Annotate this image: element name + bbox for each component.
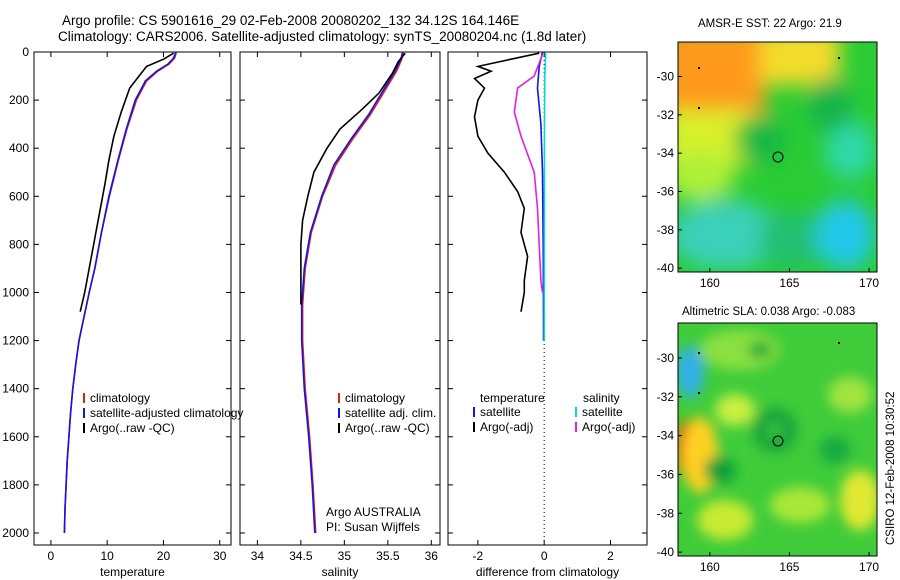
x-axis-label: temperature [100,565,165,579]
difference-panel: -2 0 2 difference from climatology temperatu… [447,51,648,579]
legend-entry-label: Argo(-adj) [480,420,533,434]
temperature-panel: 0 10 20 30 temperature 0 200 400 600 800 1000 1200 1… [2,45,243,579]
sst-coast-dots [698,57,840,109]
y-tick-label: 1600 [2,430,29,444]
y-tick-label: 200 [9,93,29,107]
sla-float-marker [772,435,784,447]
map-y-tick-label: -36 [657,467,675,481]
climatology-line [63,51,178,534]
legend-entry-label: Argo(..raw -QC) [345,421,430,435]
x-tick-label: 0 [541,549,548,563]
x-tick-label: -2 [473,549,484,563]
map-x-tick-label: 160 [700,560,720,574]
argo-raw-qc--line [79,52,175,312]
annotation-line2: PI: Susan Wijffels [326,520,420,534]
map-y-tick-label: -38 [657,506,675,520]
sla-map-title: Altimetric SLA: 0.038 Argo: -0.083 [682,306,856,318]
sst-map-title: AMSR-E SST: 22 Argo: 21.9 [698,18,842,30]
map-x-tick-label: 170 [859,276,879,290]
panel-frame [239,51,441,546]
y-tick-label: 800 [9,237,29,251]
map-y-tick-label: -38 [657,223,675,237]
argo-raw-qc--line [300,52,406,305]
figure-title-line2: Climatology: CARS2006. Satellite-adjuste… [58,29,587,44]
map-y-tick-label: -34 [657,146,675,160]
x-tick-label: 35.5 [376,549,400,563]
salinity-argo-adj--line [513,54,544,293]
map-y-tick-label: -34 [657,429,675,443]
x-tick-label: 35 [338,549,352,563]
salinity-satellite-line [543,51,547,341]
credit-label: CSIRO 12-Feb-2008 10:30:52 [885,392,897,545]
map-y-tick-label: -30 [657,70,675,84]
sla-field [678,323,877,556]
legend-entry-label: Argo(..raw -QC) [90,421,175,435]
legend-entry-label: satellite-adjusted climatology [90,406,243,420]
map-x-tick-label: 160 [700,276,720,290]
legend-entry-label: satellite [582,405,623,419]
map-y-tick-label: -32 [657,390,675,404]
sst-map: 160 165 170 -30 -32 -34 -36 -38 -40 [657,41,880,291]
sla-map-frame [677,322,878,557]
legend-entry-label: satellite adj. clim. [345,406,436,420]
y-tick-label: 2000 [2,526,29,540]
x-tick-label: 34 [251,549,265,563]
x-axis-label: salinity [322,565,359,579]
x-tick-label: 34.5 [289,549,313,563]
x-axis-label: difference from climatology [476,565,619,579]
y-tick-label: 0 [22,45,29,59]
sla-map-axes: 160 165 170 -30 -32 -34 -36 -38 -40 [657,351,880,574]
figure-title-line1: Argo profile: CS 5901616_29 02-Feb-2008 … [62,13,520,28]
map-x-tick-label: 170 [859,560,879,574]
legend-entry-label: climatology [345,391,405,405]
map-y-tick-label: -40 [657,261,675,275]
sst-field [678,42,877,272]
satellite-adj-clim--line [300,51,404,534]
map-x-tick-label: 165 [779,276,799,290]
sst-float-marker [772,151,784,163]
x-tick-label: 10 [100,549,114,563]
y-tick-label: 1200 [2,334,29,348]
map-y-tick-label: -32 [657,108,675,122]
sla-coast-dots [698,342,840,394]
y-tick-label: 600 [9,189,29,203]
legend-salinity-header: salinity [583,391,620,405]
x-tick-label: 20 [157,549,171,563]
annotation-line1: Argo AUSTRALIA [326,505,421,519]
map-y-tick-label: -36 [657,185,675,199]
temperature-satellite-line [536,51,545,341]
x-tick-label: 30 [213,549,227,563]
y-tick-label: 1400 [2,382,29,396]
sst-map-axes: 160 165 170 -30 -32 -34 -36 -38 -40 [657,70,880,291]
panel-frame [447,51,648,546]
y-tick-label: 1000 [2,285,29,299]
legend-entry-label: climatology [90,391,150,405]
map-x-tick-label: 165 [779,560,799,574]
y-tick-label: 1800 [2,478,29,492]
x-tick-label: 0 [48,549,55,563]
map-y-tick-label: -30 [657,351,675,365]
x-tick-label: 36 [425,549,439,563]
temperature-argo-adj--line [473,52,540,312]
panel-frame [33,51,232,546]
satellite-adjusted-climatology-line [63,51,177,534]
legend-temperature-header: temperature [480,391,545,405]
map-y-tick-label: -40 [657,545,675,559]
legend-entry-label: satellite [480,405,521,419]
x-tick-label: 2 [607,549,614,563]
sla-map: 160 165 170 -30 -32 -34 -36 -38 -40 [657,322,880,574]
y-tick-label: 400 [9,141,29,155]
legend-entry-label: Argo(-adj) [582,420,635,434]
sst-map-frame [677,41,878,273]
salinity-panel: 34 34.5 35 35.5 36 salinity climatologysatelli… [239,51,441,579]
climatology-line [301,51,405,534]
